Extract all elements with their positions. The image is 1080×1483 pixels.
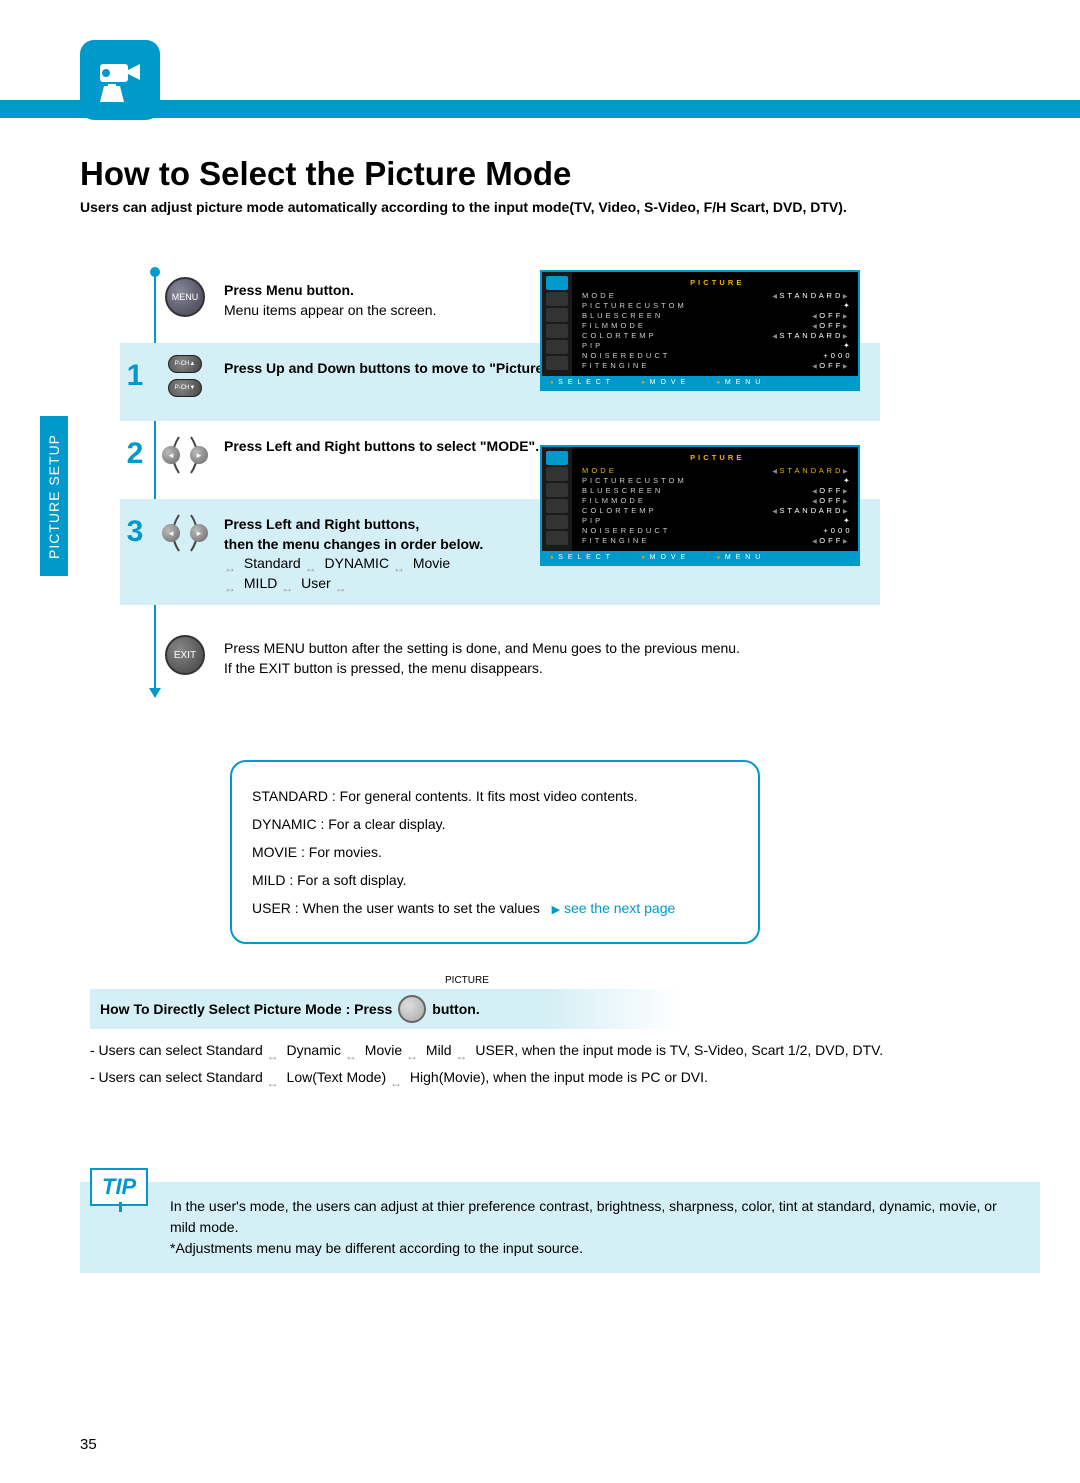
exit-line1: Press MENU button after the setting is d… (224, 640, 740, 656)
def-user: USER : When the user wants to set the va… (252, 900, 540, 916)
step-2-num: 2 (120, 433, 150, 471)
tip-badge: TIP (90, 1168, 148, 1206)
note-text: USER, when the input mode is TV, S-Video… (475, 1042, 883, 1058)
side-tab: PICTURE SETUP (40, 416, 68, 576)
note-text: High(Movie), when the input mode is PC o… (410, 1069, 708, 1085)
exit-line2: If the EXIT button is pressed, the menu … (224, 660, 543, 676)
step-3-bold1: Press Left and Right buttons, (224, 516, 419, 532)
cycle-arrow-icon (393, 558, 409, 570)
header-bar (0, 100, 1080, 118)
note-text: Mild (426, 1042, 456, 1058)
see-next-page-link[interactable]: see the next page (564, 900, 675, 916)
cycle-opt: Movie (413, 555, 450, 571)
note-text: Dynamic (287, 1042, 345, 1058)
cycle-arrow-icon (345, 1045, 361, 1057)
page-number: 35 (80, 1436, 97, 1453)
step-0-text: Menu items appear on the screen. (224, 302, 436, 318)
pch-down-icon: P-CH▼ (168, 379, 202, 397)
picture-button-icon (398, 995, 426, 1023)
menu-button-icon: MENU (165, 277, 205, 317)
note-text: - Users can select Standard (90, 1069, 267, 1085)
intro-text: Users can adjust picture mode automatica… (80, 198, 1040, 217)
pch-up-icon: P-CH▲ (168, 355, 202, 373)
tip-section: TIP In the user's mode, the users can ad… (80, 1150, 1040, 1273)
note-text: - Users can select Standard (90, 1042, 267, 1058)
direct-text-before: How To Directly Select Picture Mode : Pr… (100, 1001, 392, 1017)
cycle-arrow-icon (281, 578, 297, 590)
picture-btn-label: PICTURE (445, 975, 1040, 986)
cycle-arrow-icon (455, 1045, 471, 1057)
cycle-arrow-icon (390, 1072, 406, 1084)
def-standard: STANDARD : For general contents. It fits… (252, 782, 738, 810)
cycle-opt: User (301, 575, 331, 591)
exit-button-icon: EXIT (165, 635, 205, 675)
left-button-icon: ◂ (164, 511, 184, 555)
def-mild: MILD : For a soft display. (252, 866, 738, 894)
cycle-opt: DYNAMIC (325, 555, 390, 571)
right-button-icon: ▸ (186, 433, 206, 477)
definitions-box: STANDARD : For general contents. It fits… (230, 760, 760, 944)
cycle-arrow-icon (224, 558, 240, 570)
page-title: How to Select the Picture Mode (80, 155, 571, 193)
cycle-opt: Standard (244, 555, 301, 571)
osd-screenshot-1: P I C T U R E M O D E◀S T A N D A R D▶P … (540, 270, 860, 391)
direct-text-after: button. (432, 1001, 479, 1017)
tip-line2: *Adjustments menu may be different accor… (170, 1240, 583, 1256)
right-button-icon: ▸ (186, 511, 206, 555)
cycle-opt: MILD (244, 575, 277, 591)
cycle-arrow-icon (224, 578, 240, 590)
step-2-bold: Press Left and Right buttons to select "… (224, 438, 539, 454)
note-text: Low(Text Mode) (287, 1069, 390, 1085)
arrow-icon: ▶ (552, 904, 560, 916)
step-3-bold2: then the menu changes in order below. (224, 536, 483, 552)
cycle-arrow-icon (267, 1045, 283, 1057)
step-exit: EXIT Press MENU button after the setting… (120, 605, 880, 690)
def-dynamic: DYNAMIC : For a clear display. (252, 810, 738, 838)
osd-screenshot-2: P I C T U R E M O D E◀S T A N D A R D▶P … (540, 445, 860, 566)
direct-select-section: PICTURE How To Directly Select Picture M… (90, 975, 1040, 1029)
cycle-arrow-icon (305, 558, 321, 570)
cycle-arrow-icon (267, 1072, 283, 1084)
left-button-icon: ◂ (164, 433, 184, 477)
section-icon (80, 40, 160, 120)
def-movie: MOVIE : For movies. (252, 838, 738, 866)
cycle-arrow-icon (335, 578, 351, 590)
step-0-bold: Press Menu button. (224, 282, 354, 298)
note-text: Movie (365, 1042, 406, 1058)
step-1-bold: Press Up and Down buttons to move to "Pi… (224, 360, 587, 376)
tip-line1: In the user's mode, the users can adjust… (170, 1198, 997, 1235)
cycle-arrow-icon (406, 1045, 422, 1057)
notes: - Users can select Standard Dynamic Movi… (90, 1040, 1020, 1094)
step-3-num: 3 (120, 511, 150, 549)
step-1-num: 1 (120, 355, 150, 393)
